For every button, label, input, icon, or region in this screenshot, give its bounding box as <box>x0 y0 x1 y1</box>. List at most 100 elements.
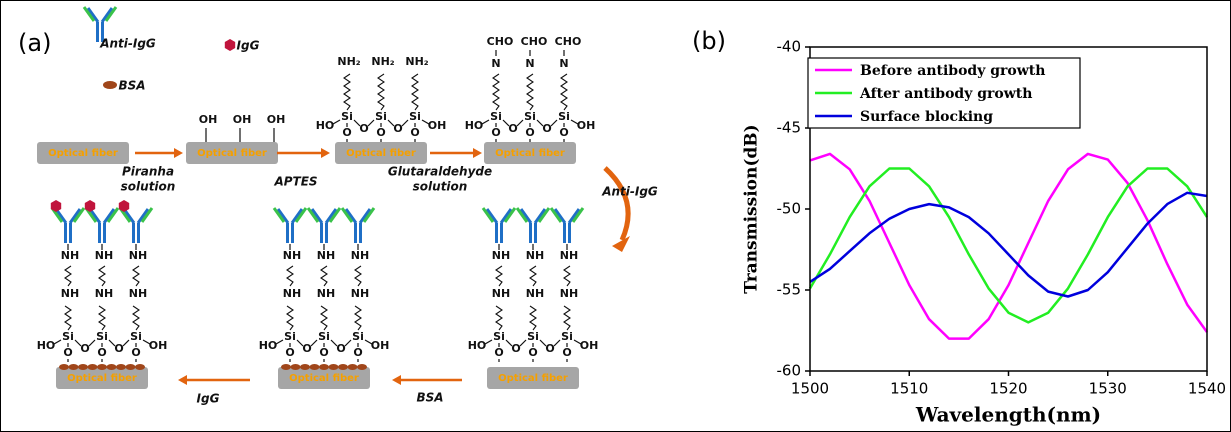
chem-label: CHO <box>555 35 582 48</box>
chem-label: NH <box>283 287 301 300</box>
bsa-dot <box>103 81 117 89</box>
step-label: APTES <box>273 175 317 189</box>
antibody-stem <box>98 223 101 243</box>
chem-label: O <box>319 346 328 359</box>
antibody-stem <box>500 223 503 243</box>
chem-label: O <box>511 342 520 355</box>
chem-label: O <box>97 346 106 359</box>
chem-label: O <box>131 346 140 359</box>
chem-label: HO <box>468 339 487 352</box>
alkyl-chain <box>493 74 499 110</box>
chem-label: NH <box>560 287 578 300</box>
y-tick-label: -55 <box>777 281 802 299</box>
chem-label: Si <box>490 110 502 123</box>
chem-label: O <box>525 126 534 139</box>
chem-label: OH <box>149 339 168 352</box>
bond <box>402 120 408 126</box>
chem-label: Si <box>96 330 108 343</box>
legend-label: BSA <box>118 79 145 93</box>
antibody-icon <box>483 208 515 243</box>
step-label: IgG <box>197 392 220 406</box>
alkyl-chain <box>496 306 502 330</box>
alkyl-chain <box>378 74 384 110</box>
antibody-stem <box>529 223 532 243</box>
legend-label: After antibody growth <box>859 86 1032 102</box>
chem-label: O <box>302 342 311 355</box>
fiber-label: Optical fiber <box>346 148 416 159</box>
chem-label: NH <box>317 249 335 262</box>
antibody-stem <box>103 223 106 243</box>
bsa-dot <box>319 364 329 370</box>
chem-label: NH <box>129 287 147 300</box>
chem-label: Si <box>284 330 296 343</box>
bsa-dot <box>310 364 320 370</box>
chem-label: O <box>528 346 537 359</box>
series-line <box>810 169 1207 323</box>
step-label: BSA <box>416 391 443 405</box>
alkyl-chain <box>65 266 71 286</box>
alkyl-chain <box>530 306 536 330</box>
arrow-head <box>473 148 482 158</box>
bsa-dot <box>126 364 136 370</box>
chem-label: Si <box>527 330 539 343</box>
antibody-stem <box>495 223 498 243</box>
chem-label: OH <box>233 113 252 126</box>
chem-label: O <box>359 122 368 135</box>
chem-label: Si <box>524 110 536 123</box>
chem-label: NH₂ <box>337 55 360 68</box>
chem-label: NH <box>95 249 113 262</box>
chem-label: NH <box>61 249 79 262</box>
chem-label: NH <box>560 249 578 262</box>
alkyl-chain <box>564 306 570 330</box>
antibody-icon <box>342 208 374 243</box>
y-axis-title: Transmission(dB) <box>742 124 762 293</box>
chem-label: O <box>342 126 351 139</box>
chem-label: O <box>491 126 500 139</box>
antibody-stem <box>354 223 357 243</box>
fiber-label: Optical fiber <box>498 373 568 384</box>
chem-label: N <box>525 57 534 70</box>
fiber-label: Optical fiber <box>197 148 267 159</box>
bsa-dot <box>357 364 367 370</box>
chem-label: OH <box>580 339 599 352</box>
arrow-head <box>321 148 330 158</box>
chem-label: Si <box>558 110 570 123</box>
legend-label: Before antibody growth <box>860 63 1045 79</box>
chem-label: NH <box>61 287 79 300</box>
bsa-dot <box>78 364 88 370</box>
chem-label: CHO <box>487 35 514 48</box>
bond <box>517 120 523 126</box>
chem-label: O <box>494 346 503 359</box>
chem-label: CHO <box>521 35 548 48</box>
chem-label: N <box>559 57 568 70</box>
series-line <box>810 193 1207 297</box>
antibody-stem <box>291 223 294 243</box>
chem-label: NH <box>283 249 301 262</box>
antibody-stem <box>534 223 537 243</box>
bond <box>89 340 95 346</box>
chem-label: NH <box>95 287 113 300</box>
chem-label: Si <box>62 330 74 343</box>
chem-label: NH <box>526 249 544 262</box>
bsa-dot <box>281 364 291 370</box>
antibody-stem <box>69 223 72 243</box>
x-tick-label: 1520 <box>989 380 1027 398</box>
chem-label: Si <box>375 110 387 123</box>
x-tick-label: 1530 <box>1089 380 1127 398</box>
chem-label: N <box>491 57 500 70</box>
chem-label: NH <box>492 287 510 300</box>
chem-label: Si <box>341 110 353 123</box>
chem-label: O <box>559 126 568 139</box>
chem-label: Si <box>318 330 330 343</box>
bond <box>123 340 129 346</box>
antibody-icon <box>86 208 118 243</box>
fiber-label: Optical fiber <box>289 373 359 384</box>
figure: (a) (b) Anti-IgGIgGBSAOptical fiberPiran… <box>0 0 1231 432</box>
chem-label: NH₂ <box>371 55 394 68</box>
chem-label: O <box>114 342 123 355</box>
alkyl-chain <box>65 306 71 330</box>
chem-label: O <box>542 122 551 135</box>
alkyl-chain <box>561 74 567 110</box>
alkyl-chain <box>99 306 105 330</box>
antibody-icon <box>517 208 549 243</box>
